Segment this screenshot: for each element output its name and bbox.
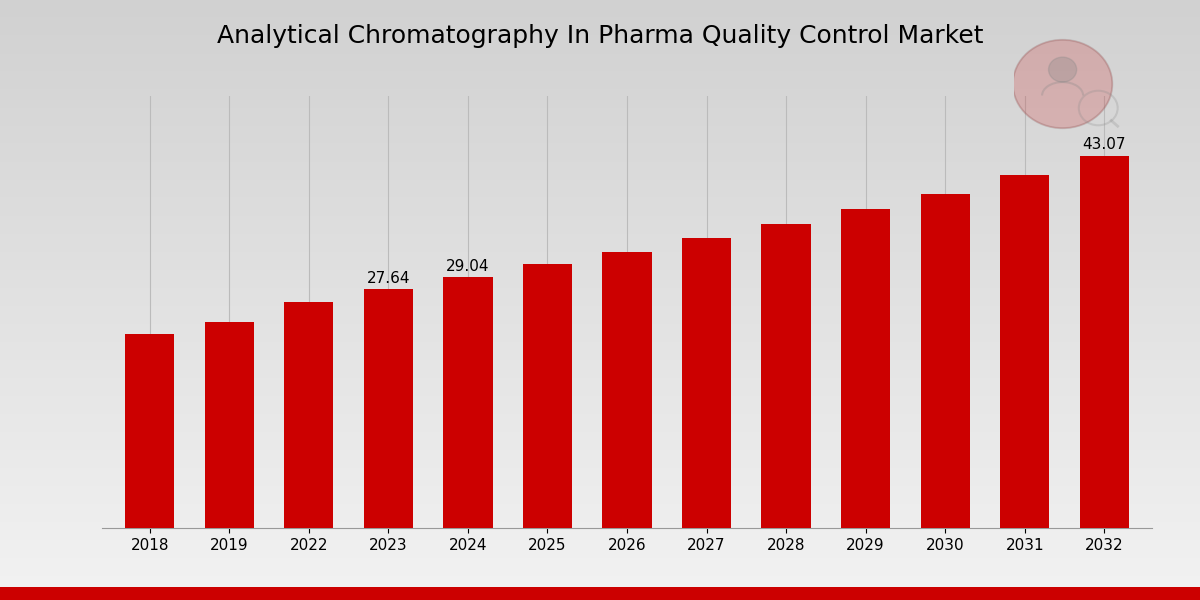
Bar	[284, 302, 334, 528]
Text: Analytical Chromatography In Pharma Quality Control Market: Analytical Chromatography In Pharma Qual…	[217, 24, 983, 48]
Bar	[125, 334, 174, 528]
Bar	[841, 209, 890, 528]
Bar	[443, 277, 492, 528]
Text: 43.07: 43.07	[1082, 137, 1126, 152]
Text: 27.64: 27.64	[367, 271, 410, 286]
Bar	[205, 322, 254, 528]
Circle shape	[1013, 40, 1112, 128]
Circle shape	[1049, 57, 1076, 82]
Bar	[762, 224, 811, 528]
Bar	[523, 265, 572, 528]
Bar	[682, 238, 731, 528]
Bar	[920, 194, 970, 528]
Bar	[1080, 156, 1129, 528]
Bar	[364, 289, 413, 528]
Text: 29.04: 29.04	[446, 259, 490, 274]
Bar	[1000, 175, 1049, 528]
Bar	[602, 251, 652, 528]
